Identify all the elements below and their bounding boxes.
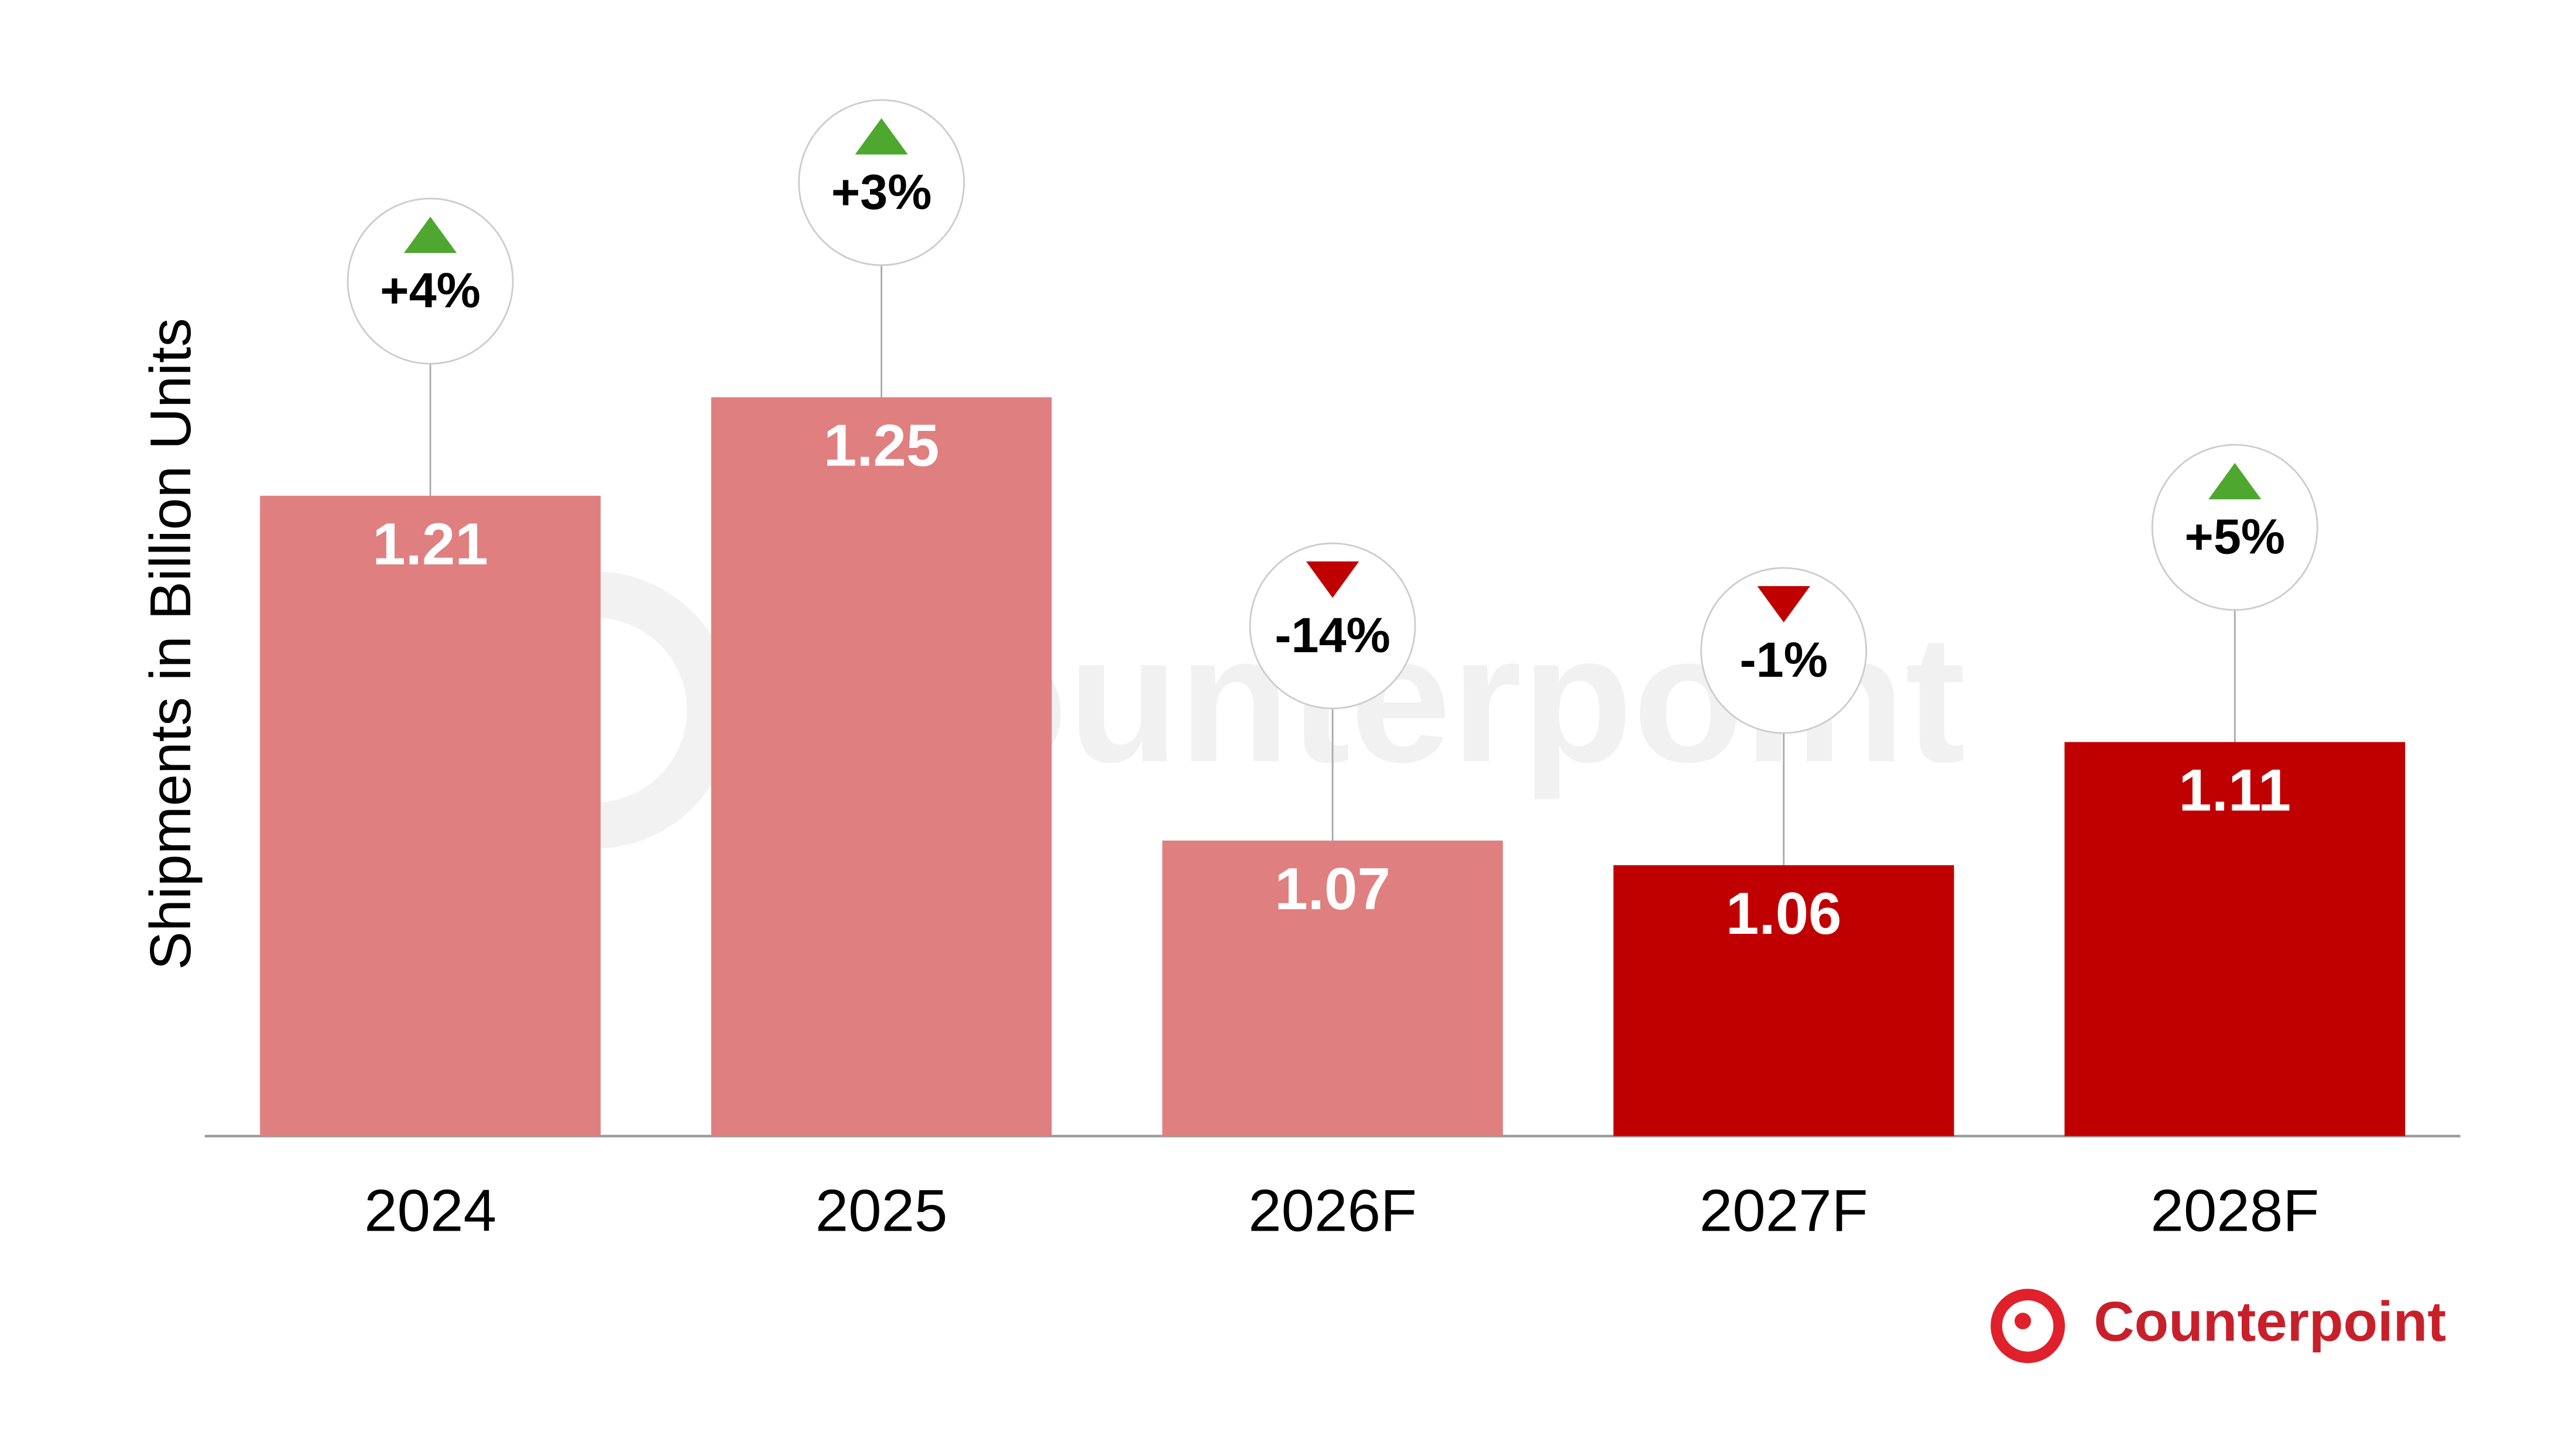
bar xyxy=(2064,742,2406,1136)
x-tick-label: 2024 xyxy=(364,1177,496,1244)
growth-bubble xyxy=(1249,542,1416,710)
growth-arrow xyxy=(1306,561,1359,598)
x-tick-label: 2026F xyxy=(1248,1177,1417,1244)
brand-text: Counterpoint xyxy=(2094,1290,2446,1353)
growth-arrow xyxy=(2208,463,2262,499)
growth-arrow xyxy=(855,118,908,155)
growth-bubble xyxy=(798,99,965,266)
growth-label: +4% xyxy=(380,262,481,318)
x-tick-label: 2025 xyxy=(816,1177,948,1244)
growth-bubble xyxy=(347,197,514,365)
growth-bubble xyxy=(2151,444,2318,611)
data-label: 1.06 xyxy=(1726,880,1842,947)
data-label: 1.11 xyxy=(2178,757,2291,824)
growth-label: +5% xyxy=(2184,509,2285,564)
growth-label: -1% xyxy=(1739,632,1827,687)
bar xyxy=(1162,840,1503,1136)
data-label: 1.25 xyxy=(824,412,940,479)
data-label: 1.07 xyxy=(1275,855,1390,922)
bar xyxy=(711,397,1052,1136)
bar xyxy=(1613,865,1954,1136)
x-tick-label: 2028F xyxy=(2150,1177,2319,1244)
growth-label: +3% xyxy=(831,164,932,220)
logo-ring xyxy=(1991,1289,2065,1364)
logo-dot xyxy=(2015,1313,2032,1330)
data-label: 1.21 xyxy=(372,511,488,577)
bar xyxy=(260,495,601,1136)
growth-label: -14% xyxy=(1275,607,1390,663)
growth-arrow xyxy=(403,217,457,254)
brand-logo: Counterpoint xyxy=(1991,1289,2446,1364)
growth-bubble xyxy=(1700,567,1868,734)
growth-arrow xyxy=(1757,586,1810,623)
y-axis-label: Shipments in Billion Units xyxy=(138,318,203,970)
x-tick-label: 2027F xyxy=(1700,1177,1868,1244)
